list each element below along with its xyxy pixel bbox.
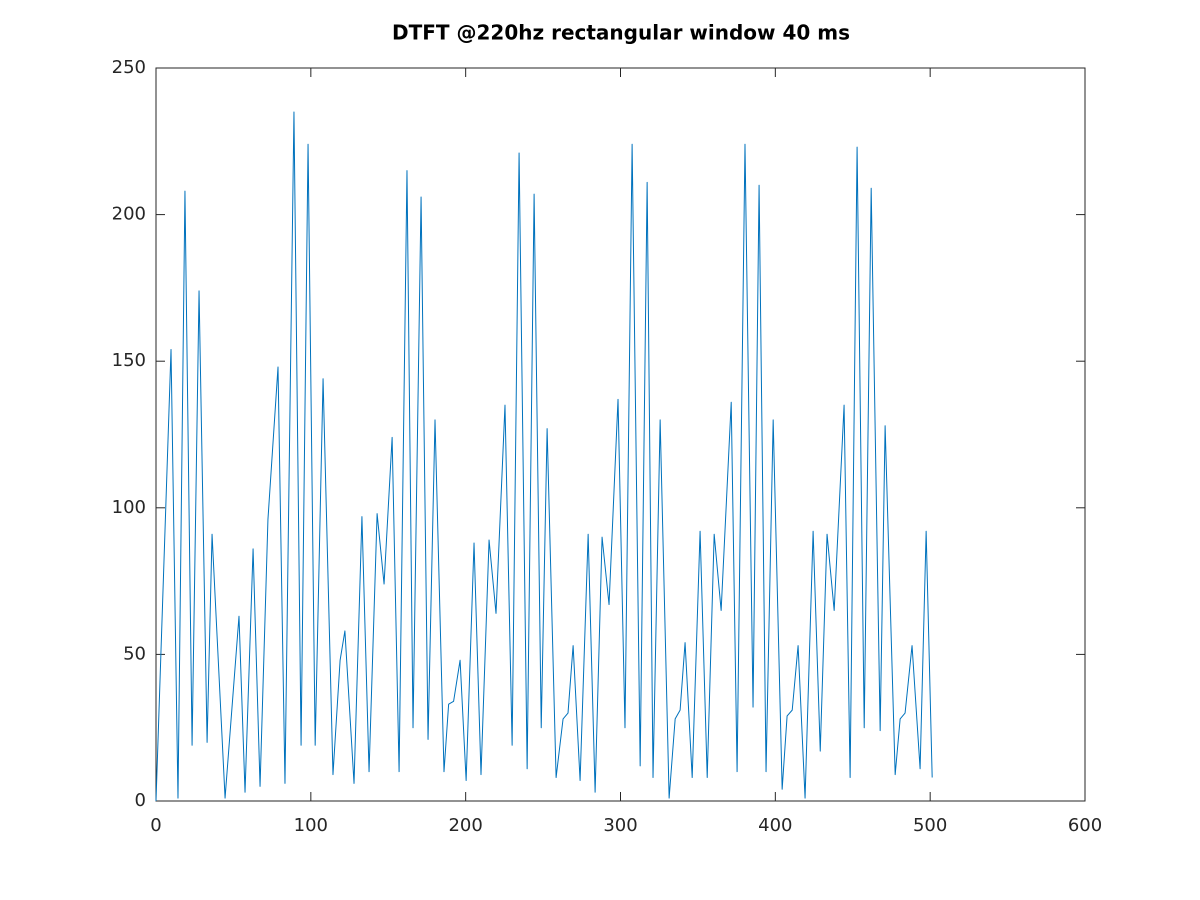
x-tick-label: 200 — [448, 815, 482, 836]
x-tick-label: 300 — [603, 815, 637, 836]
chart-title: DTFT @220hz rectangular window 40 ms — [392, 21, 850, 45]
plot-frame — [155, 67, 1086, 802]
y-tick-label: 50 — [123, 643, 146, 664]
y-tick-label: 100 — [112, 497, 146, 518]
y-tick-label: 250 — [112, 57, 146, 78]
x-tick-label: 500 — [913, 815, 947, 836]
y-tick-label: 200 — [112, 204, 146, 225]
x-tick-label: 400 — [758, 815, 792, 836]
y-tick-label: 150 — [112, 350, 146, 371]
data-line — [155, 111, 933, 802]
x-tick-label: 100 — [294, 815, 328, 836]
x-tick-label: 0 — [150, 815, 161, 836]
x-tick-label: 600 — [1068, 815, 1102, 836]
y-tick-label: 0 — [135, 790, 146, 811]
